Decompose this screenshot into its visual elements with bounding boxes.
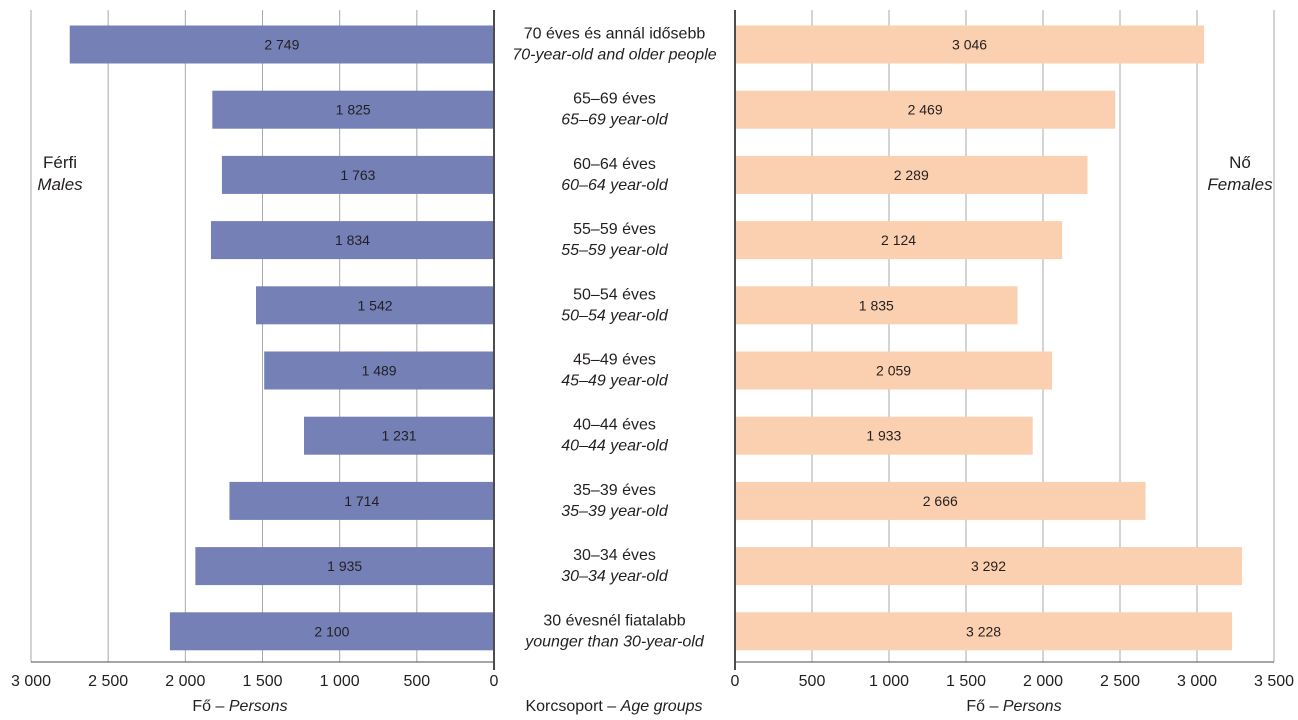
male-bar (221, 155, 494, 194)
male-bar (195, 547, 495, 586)
right-axis-title-en: Persons (1002, 698, 1062, 715)
female-bar-value-label: 3 046 (952, 37, 987, 53)
female-bar (735, 612, 1233, 651)
male-bar (69, 25, 494, 64)
left-tick-label: 2 000 (165, 673, 205, 690)
female-bar-value-label: 2 469 (908, 102, 943, 118)
female-bar (735, 481, 1146, 520)
female-label-en: Females (1207, 175, 1273, 194)
right-tick-label: 500 (799, 673, 826, 690)
male-bar-value-label: 1 825 (336, 102, 371, 118)
female-bar-value-label: 2 124 (881, 232, 916, 248)
category-label-en: 55–59 year-old (561, 242, 669, 259)
center-axis-title-hu: Korcsoport – (525, 698, 617, 715)
male-bar-value-label: 1 542 (357, 297, 392, 313)
category-label-en: 65–69 year-old (561, 112, 669, 129)
female-bars (735, 25, 1242, 651)
female-bar-value-label: 3 292 (971, 558, 1006, 574)
female-bar (735, 25, 1205, 64)
male-bar-value-label: 2 100 (314, 623, 349, 639)
left-tick-label: 2 500 (88, 673, 128, 690)
right-tick-label: 2 500 (1100, 673, 1140, 690)
male-bar (264, 351, 494, 390)
male-bar-value-label: 1 714 (344, 493, 379, 509)
female-bar (735, 286, 1018, 325)
right-tick-label: 3 500 (1254, 673, 1294, 690)
female-label-hu: Nő (1229, 153, 1251, 172)
female-bar (735, 155, 1088, 194)
category-label-en: 50–54 year-old (561, 307, 669, 324)
category-label-en: 30–34 year-old (561, 568, 669, 585)
male-bar (304, 416, 494, 455)
male-bar (210, 221, 494, 260)
male-side-label: Férfi Males (30, 152, 90, 196)
bar-value-labels: 2 749 3 046 1 825 2 469 1 763 2 289 1 834 2 124… (264, 37, 1006, 640)
left-tick-label: 3 000 (11, 673, 51, 690)
category-label-en: 45–49 year-old (561, 373, 669, 390)
male-bars (69, 25, 495, 651)
female-bar-value-label: 2 666 (923, 493, 958, 509)
male-label-hu: Férfi (43, 153, 77, 172)
right-axis-title: Fő – Persons (914, 696, 1114, 718)
male-bar-value-label: 2 749 (264, 37, 299, 53)
male-bar-value-label: 1 834 (335, 232, 370, 248)
left-axis-title: Fő – Persons (140, 696, 340, 718)
male-label-en: Males (37, 175, 83, 194)
category-label-hu: 60–64 éves (573, 156, 656, 173)
right-tick-label: 2 000 (1023, 673, 1063, 690)
category-labels: 70 éves és annál idősebb 70-year-old and … (512, 26, 716, 651)
right-tick-label: 3 000 (1177, 673, 1217, 690)
female-bar-value-label: 2 289 (894, 167, 929, 183)
category-label-hu: 40–44 éves (573, 417, 656, 434)
category-label-en: 70-year-old and older people (512, 47, 716, 64)
male-bar-value-label: 1 935 (327, 558, 362, 574)
category-label-en: younger than 30-year-old (524, 633, 705, 650)
male-bar (212, 90, 494, 129)
category-label-hu: 30 évesnél fiatalabb (543, 612, 685, 629)
female-bar (735, 221, 1063, 260)
female-bar (735, 416, 1033, 455)
right-tick-label: 1 500 (946, 673, 986, 690)
category-label-hu: 45–49 éves (573, 352, 656, 369)
right-tick-label: 0 (731, 673, 740, 690)
left-axis-title-hu: Fő – (192, 698, 225, 715)
category-label-en: 35–39 year-old (561, 503, 669, 520)
female-bar-value-label: 1 933 (866, 428, 901, 444)
left-tick-label: 0 (490, 673, 499, 690)
category-label-hu: 50–54 éves (573, 286, 656, 303)
right-axis-title-hu: Fő – (966, 698, 999, 715)
left-axis-title-en: Persons (228, 698, 288, 715)
category-label-hu: 35–39 éves (573, 482, 656, 499)
female-bar (735, 351, 1053, 390)
category-label-hu: 55–59 éves (573, 221, 656, 238)
female-bar (735, 547, 1242, 586)
category-label-hu: 65–69 éves (573, 91, 656, 108)
female-bar-value-label: 2 059 (876, 363, 911, 379)
female-bar-value-label: 3 228 (966, 623, 1001, 639)
center-axis-title-en: Age groups (620, 698, 703, 715)
female-side-label: Nő Females (1200, 152, 1280, 196)
left-tick-label: 1 500 (242, 673, 282, 690)
category-label-en: 60–64 year-old (561, 177, 669, 194)
male-bar (169, 612, 494, 651)
female-bar-value-label: 1 835 (859, 297, 894, 313)
left-tick-label: 1 000 (320, 673, 360, 690)
axis-lines (31, 10, 1274, 670)
male-bar-value-label: 1 763 (340, 167, 375, 183)
male-bar-value-label: 1 231 (381, 428, 416, 444)
male-bar-value-label: 1 489 (362, 363, 397, 379)
left-tick-label: 500 (403, 673, 430, 690)
male-bar (256, 286, 494, 325)
category-label-hu: 70 éves és annál idősebb (524, 26, 706, 43)
category-label-hu: 30–34 éves (573, 547, 656, 564)
category-label-en: 40–44 year-old (561, 438, 669, 455)
male-bar (229, 481, 495, 520)
right-tick-label: 1 000 (869, 673, 909, 690)
female-bar (735, 90, 1116, 129)
tick-labels: 3 000 2 500 2 000 1 500 1 000 500 0 0 500 1 000 1 … (11, 673, 1294, 690)
center-axis-title: Korcsoport – Age groups (494, 696, 734, 718)
